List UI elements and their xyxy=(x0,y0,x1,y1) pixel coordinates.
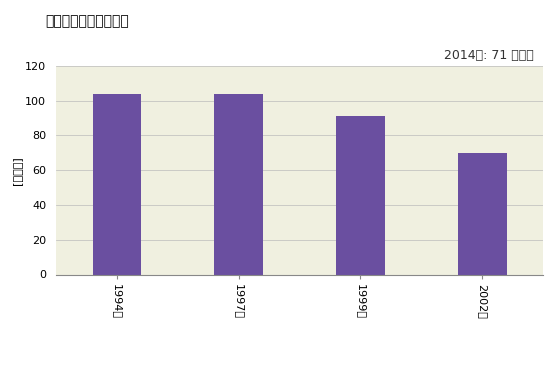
Bar xyxy=(92,94,141,274)
Text: 2014年: 71 事業所: 2014年: 71 事業所 xyxy=(444,49,534,62)
Bar xyxy=(336,116,385,274)
Text: 商業の事業所数の推移: 商業の事業所数の推移 xyxy=(45,15,129,29)
Bar xyxy=(214,94,263,274)
Y-axis label: [事業所]: [事業所] xyxy=(12,156,22,184)
Bar xyxy=(458,153,507,274)
